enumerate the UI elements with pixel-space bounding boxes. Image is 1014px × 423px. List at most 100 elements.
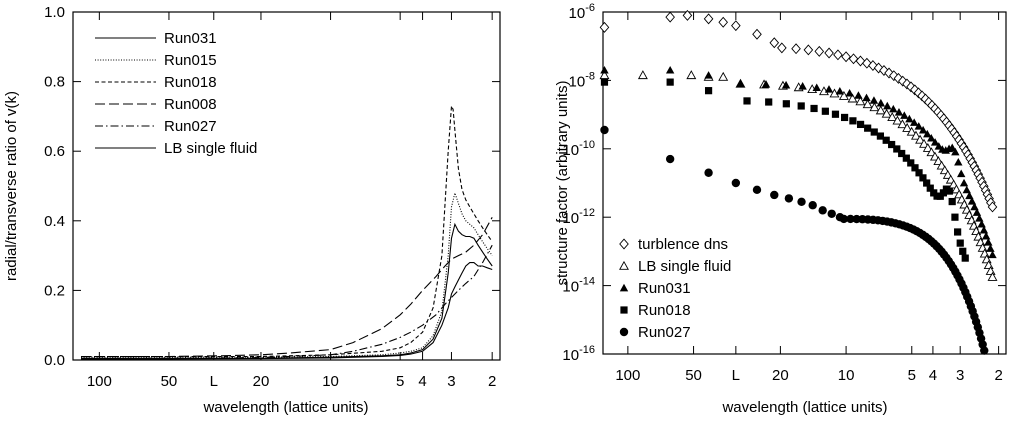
right-series-point xyxy=(797,197,806,207)
left-x-tick-label: 100 xyxy=(87,373,112,390)
left-x-tick-label: 5 xyxy=(396,373,404,390)
right-series-point xyxy=(902,154,910,162)
right-y-tick-base: 10 xyxy=(562,347,579,364)
right-series-point xyxy=(831,110,840,118)
left-x-tick-label: 20 xyxy=(253,373,270,390)
right-series-point xyxy=(923,129,932,138)
right-y-tick-base: 10 xyxy=(562,142,579,159)
right-series-point xyxy=(666,78,674,86)
right-series-point xyxy=(835,86,845,95)
right-series-point xyxy=(977,219,986,228)
left-x-tick-label: L xyxy=(210,373,218,390)
right-y-tick-exponent: -10 xyxy=(579,139,595,151)
right-y-tick-base: 10 xyxy=(562,279,579,296)
right-series-point xyxy=(987,271,998,281)
right-series-point xyxy=(883,101,892,110)
right-series-point xyxy=(869,96,879,104)
right-series-point xyxy=(875,105,886,115)
left-legend-label: LB single fluid xyxy=(164,140,257,157)
right-series-point xyxy=(926,147,937,157)
right-series-point xyxy=(894,108,904,116)
right-series-point xyxy=(913,87,924,99)
right-series-point xyxy=(870,128,878,136)
right-plot-frame xyxy=(602,11,1007,355)
right-x-tick-label: 100 xyxy=(615,367,640,384)
right-series-point xyxy=(846,214,855,224)
right-series-point xyxy=(929,151,940,161)
left-y-tick-label: 0.2 xyxy=(44,282,65,299)
right-series-point xyxy=(869,102,880,112)
right-series-point xyxy=(812,83,821,92)
right-series-point xyxy=(848,53,859,65)
right-series-point xyxy=(743,97,751,105)
right-series-point xyxy=(682,9,693,21)
right-series-point xyxy=(915,169,923,177)
right-y-tick-base: 10 xyxy=(562,210,579,227)
right-x-tick-label: 3 xyxy=(956,367,964,384)
right-x-tick-label: 2 xyxy=(994,367,1002,384)
right-series-point xyxy=(818,206,827,215)
right-series-point xyxy=(951,147,960,156)
right-series-point xyxy=(840,113,849,122)
right-series-point xyxy=(909,118,919,126)
right-series-point xyxy=(919,138,929,148)
right-series-point xyxy=(915,134,926,144)
right-series-point xyxy=(967,197,977,205)
right-series-point xyxy=(791,43,801,55)
right-series-point xyxy=(910,130,921,140)
right-x-tick-label: 10 xyxy=(838,367,855,384)
left-legend-label: Run015 xyxy=(164,52,217,69)
right-x-tick-label: 50 xyxy=(685,367,702,384)
right-series-point xyxy=(907,159,915,167)
right-series-point xyxy=(887,112,898,122)
right-series-point xyxy=(718,71,729,81)
right-series-point xyxy=(856,120,865,129)
right-legend-marker xyxy=(620,306,628,314)
right-x-tick-label: 4 xyxy=(929,367,937,384)
right-y-tick-base: 10 xyxy=(569,73,586,90)
right-series-point xyxy=(970,202,979,211)
right-legend: turblence dns LB single fluid Run031 Run018… xyxy=(619,236,731,341)
right-y-tick-label: 10-8 xyxy=(569,70,595,90)
right-y-tick-label: 10-14 xyxy=(562,276,595,296)
right-series-point xyxy=(979,225,989,234)
right-series-point xyxy=(784,194,794,203)
right-series-point xyxy=(900,111,909,119)
right-series-point xyxy=(893,145,901,153)
left-legend: Run031 Run015 Run018 Run008 Run027 LB single … xyxy=(95,30,257,157)
right-series-point xyxy=(845,88,854,97)
left-chart: 100 50 L 20 10 5 4 3 20.00.20.40.60.81.0 Run031R… xyxy=(3,4,501,416)
left-x-tick-label: 4 xyxy=(418,373,426,390)
right-series-point xyxy=(824,47,834,59)
right-series-point xyxy=(984,238,993,246)
right-series-point xyxy=(927,133,936,142)
right-series-point xyxy=(777,42,787,54)
right-series-point xyxy=(827,209,836,218)
right-series-point xyxy=(911,164,919,172)
right-series-point xyxy=(849,117,857,125)
right-series-point xyxy=(770,190,779,200)
right-series-point xyxy=(769,37,780,49)
right-tick-labels: 100 50 L 20 10 5 4 3 210-1610-1410-1210-1010-810… xyxy=(562,2,1002,384)
right-y-tick-exponent: -16 xyxy=(579,344,595,356)
right-series-point xyxy=(939,189,948,197)
left-series-line xyxy=(81,191,493,358)
left-x-tick-label: 50 xyxy=(161,373,178,390)
right-series-point xyxy=(686,70,697,80)
left-series-line xyxy=(81,217,493,358)
right-series-point xyxy=(808,201,817,210)
right-series-point xyxy=(718,16,728,28)
right-series-point xyxy=(914,122,923,130)
right-series-point xyxy=(798,82,807,90)
right-series-point xyxy=(810,104,818,113)
left-x-tick-label: 10 xyxy=(322,373,339,390)
right-y-tick-label: 10-12 xyxy=(562,207,595,227)
right-series-point xyxy=(703,13,714,25)
right-ticks xyxy=(603,11,1006,355)
right-series-point xyxy=(736,79,745,88)
right-series-point xyxy=(868,60,878,72)
left-plot-frame xyxy=(72,11,501,361)
right-series-point xyxy=(898,149,906,158)
right-legend-label: turblence dns xyxy=(638,236,728,253)
